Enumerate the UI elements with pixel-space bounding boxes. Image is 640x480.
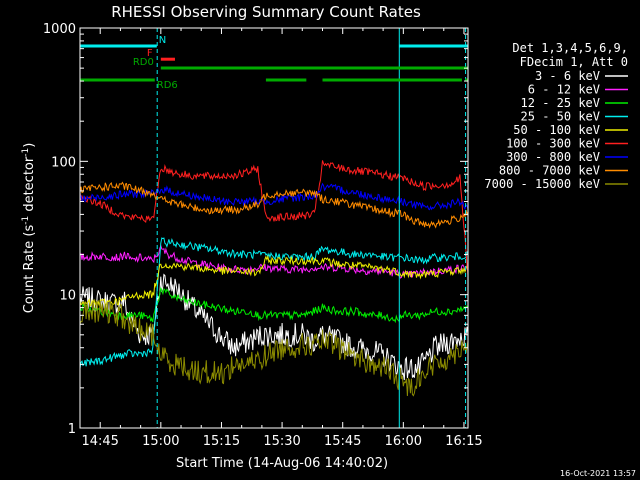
legend-label-7: 300 - 800 keV (506, 150, 600, 164)
x-tick-label-6: 16:00 (385, 434, 422, 449)
y-axis-label-mid: detector (22, 156, 37, 216)
x-tick-label-3: 15:15 (203, 434, 240, 449)
flag-label-rd0: RD0 (133, 57, 154, 68)
legend-label-9: 7000 - 15000 keV (484, 177, 600, 191)
series-layer (79, 160, 469, 397)
y-tick-label-1: 1 (68, 422, 76, 437)
x-tick-label-7: 16:15 (445, 434, 482, 449)
series-line-3 (79, 287, 469, 324)
y-tick-label-4: 1000 (43, 22, 76, 37)
series-line-8 (79, 181, 469, 229)
series-line-5 (79, 254, 469, 307)
y-axis-label-sup1: -1 (21, 216, 31, 225)
legend-header-2: FDecim 1, Att 0 (520, 55, 628, 69)
series-line-9 (79, 299, 469, 397)
y-axis-label-main: Count Rate (s (22, 225, 37, 314)
legend-label-3: 12 - 25 keV (521, 96, 600, 110)
y-axis-label-sup2: -1 (21, 148, 31, 157)
legend-header-1: Det 1,3,4,5,6,9, (512, 41, 628, 55)
plot-frame (79, 27, 469, 429)
x-tick-label-2: 15:00 (142, 434, 179, 449)
series-line-4 (79, 237, 469, 369)
legend-label-1: 3 - 6 keV (535, 69, 600, 83)
y-axis-ticks: 1 10 100 1000 (43, 22, 468, 437)
x-tick-label-1: 14:45 (81, 434, 118, 449)
y-axis-label-end: ) (22, 143, 37, 148)
flag-label-rd6: RD6 (157, 80, 178, 91)
series-line-6 (79, 160, 469, 276)
series-line-2 (79, 244, 469, 279)
legend-label-5: 50 - 100 keV (513, 123, 600, 137)
legend-label-4: 25 - 50 keV (521, 110, 600, 124)
y-tick-label-2: 10 (59, 289, 76, 304)
legend-label-6: 100 - 300 keV (506, 137, 600, 151)
legend-label-8: 800 - 7000 keV (499, 164, 600, 178)
legend: Det 1,3,4,5,6,9, FDecim 1, Att 0 3 - 6 k… (484, 41, 628, 191)
x-tick-label-4: 15:30 (263, 434, 300, 449)
legend-label-2: 6 - 12 keV (528, 83, 600, 97)
x-tick-label-5: 15:45 (324, 434, 361, 449)
footer-timestamp: 16-Oct-2021 13:57 (560, 469, 636, 478)
x-axis-ticks: 14:45 15:00 15:15 15:30 15:45 16:00 16:15 (79, 28, 483, 449)
x-axis-label: Start Time (14-Aug-06 14:40:02) (176, 456, 388, 471)
flag-label-f: F (147, 48, 153, 59)
chart-title: RHESSI Observing Summary Count Rates (111, 3, 421, 21)
y-tick-label-3: 100 (51, 155, 76, 170)
flag-label-n: N (159, 35, 166, 46)
y-axis-label: Count Rate (s-1 detector-1) (21, 143, 37, 314)
